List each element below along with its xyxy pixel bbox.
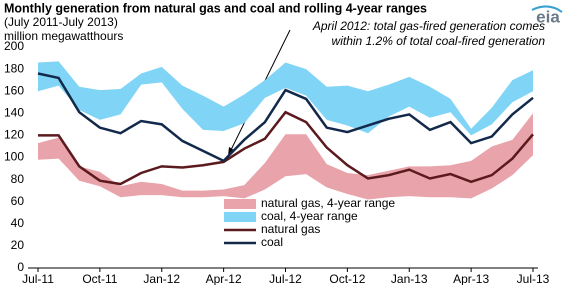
- logo-swoosh: [531, 5, 563, 13]
- x-tick-label: Oct-11: [82, 272, 117, 285]
- range-band: [38, 113, 533, 200]
- y-tick-label: 60: [11, 194, 25, 208]
- y-tick-label: 200: [4, 39, 24, 53]
- y-tick-label: 20: [11, 238, 25, 252]
- chart-title: Monthly generation from natural gas and …: [4, 1, 427, 15]
- y-tick-label: 0: [17, 260, 24, 274]
- x-tick-label: Jan-12: [143, 272, 180, 285]
- x-tick-label: Oct-12: [329, 272, 365, 285]
- x-tick-label: Jan-13: [391, 272, 428, 285]
- y-tick-label: 100: [4, 150, 24, 164]
- series-line: [38, 110, 534, 186]
- y-axis-label: million megawatthours: [4, 29, 123, 43]
- x-tick-label: Apr-12: [206, 272, 242, 285]
- legend-label: natural gas, 4-year range: [261, 196, 395, 210]
- y-tick-label: 140: [4, 105, 24, 119]
- chart-subtitle: (July 2011-July 2013): [4, 15, 118, 29]
- y-tick-label: 40: [11, 216, 25, 230]
- annotation: within 1.2% of total coal-fired generati…: [332, 34, 546, 48]
- y-tick-label: 160: [4, 83, 24, 97]
- series-line: [37, 72, 534, 163]
- legend-swatch: [224, 199, 256, 209]
- legend-label: natural gas: [261, 222, 320, 236]
- range-band: [38, 61, 533, 136]
- y-tick-label: 180: [4, 61, 24, 75]
- legend-label: coal: [261, 235, 283, 249]
- x-tick-label: Jul-12: [269, 272, 302, 285]
- legend-swatch: [224, 212, 256, 222]
- x-tick-label: Jul-13: [517, 272, 550, 285]
- legend-label: coal, 4-year range: [261, 209, 358, 223]
- x-tick-label: Jul-11: [22, 272, 54, 285]
- annotation: April 2012: total gas-fired generation c…: [312, 19, 545, 33]
- y-tick-label: 80: [11, 172, 25, 186]
- logo: eia: [536, 7, 560, 26]
- x-tick-label: Apr-13: [453, 272, 489, 285]
- y-tick-label: 120: [4, 128, 24, 142]
